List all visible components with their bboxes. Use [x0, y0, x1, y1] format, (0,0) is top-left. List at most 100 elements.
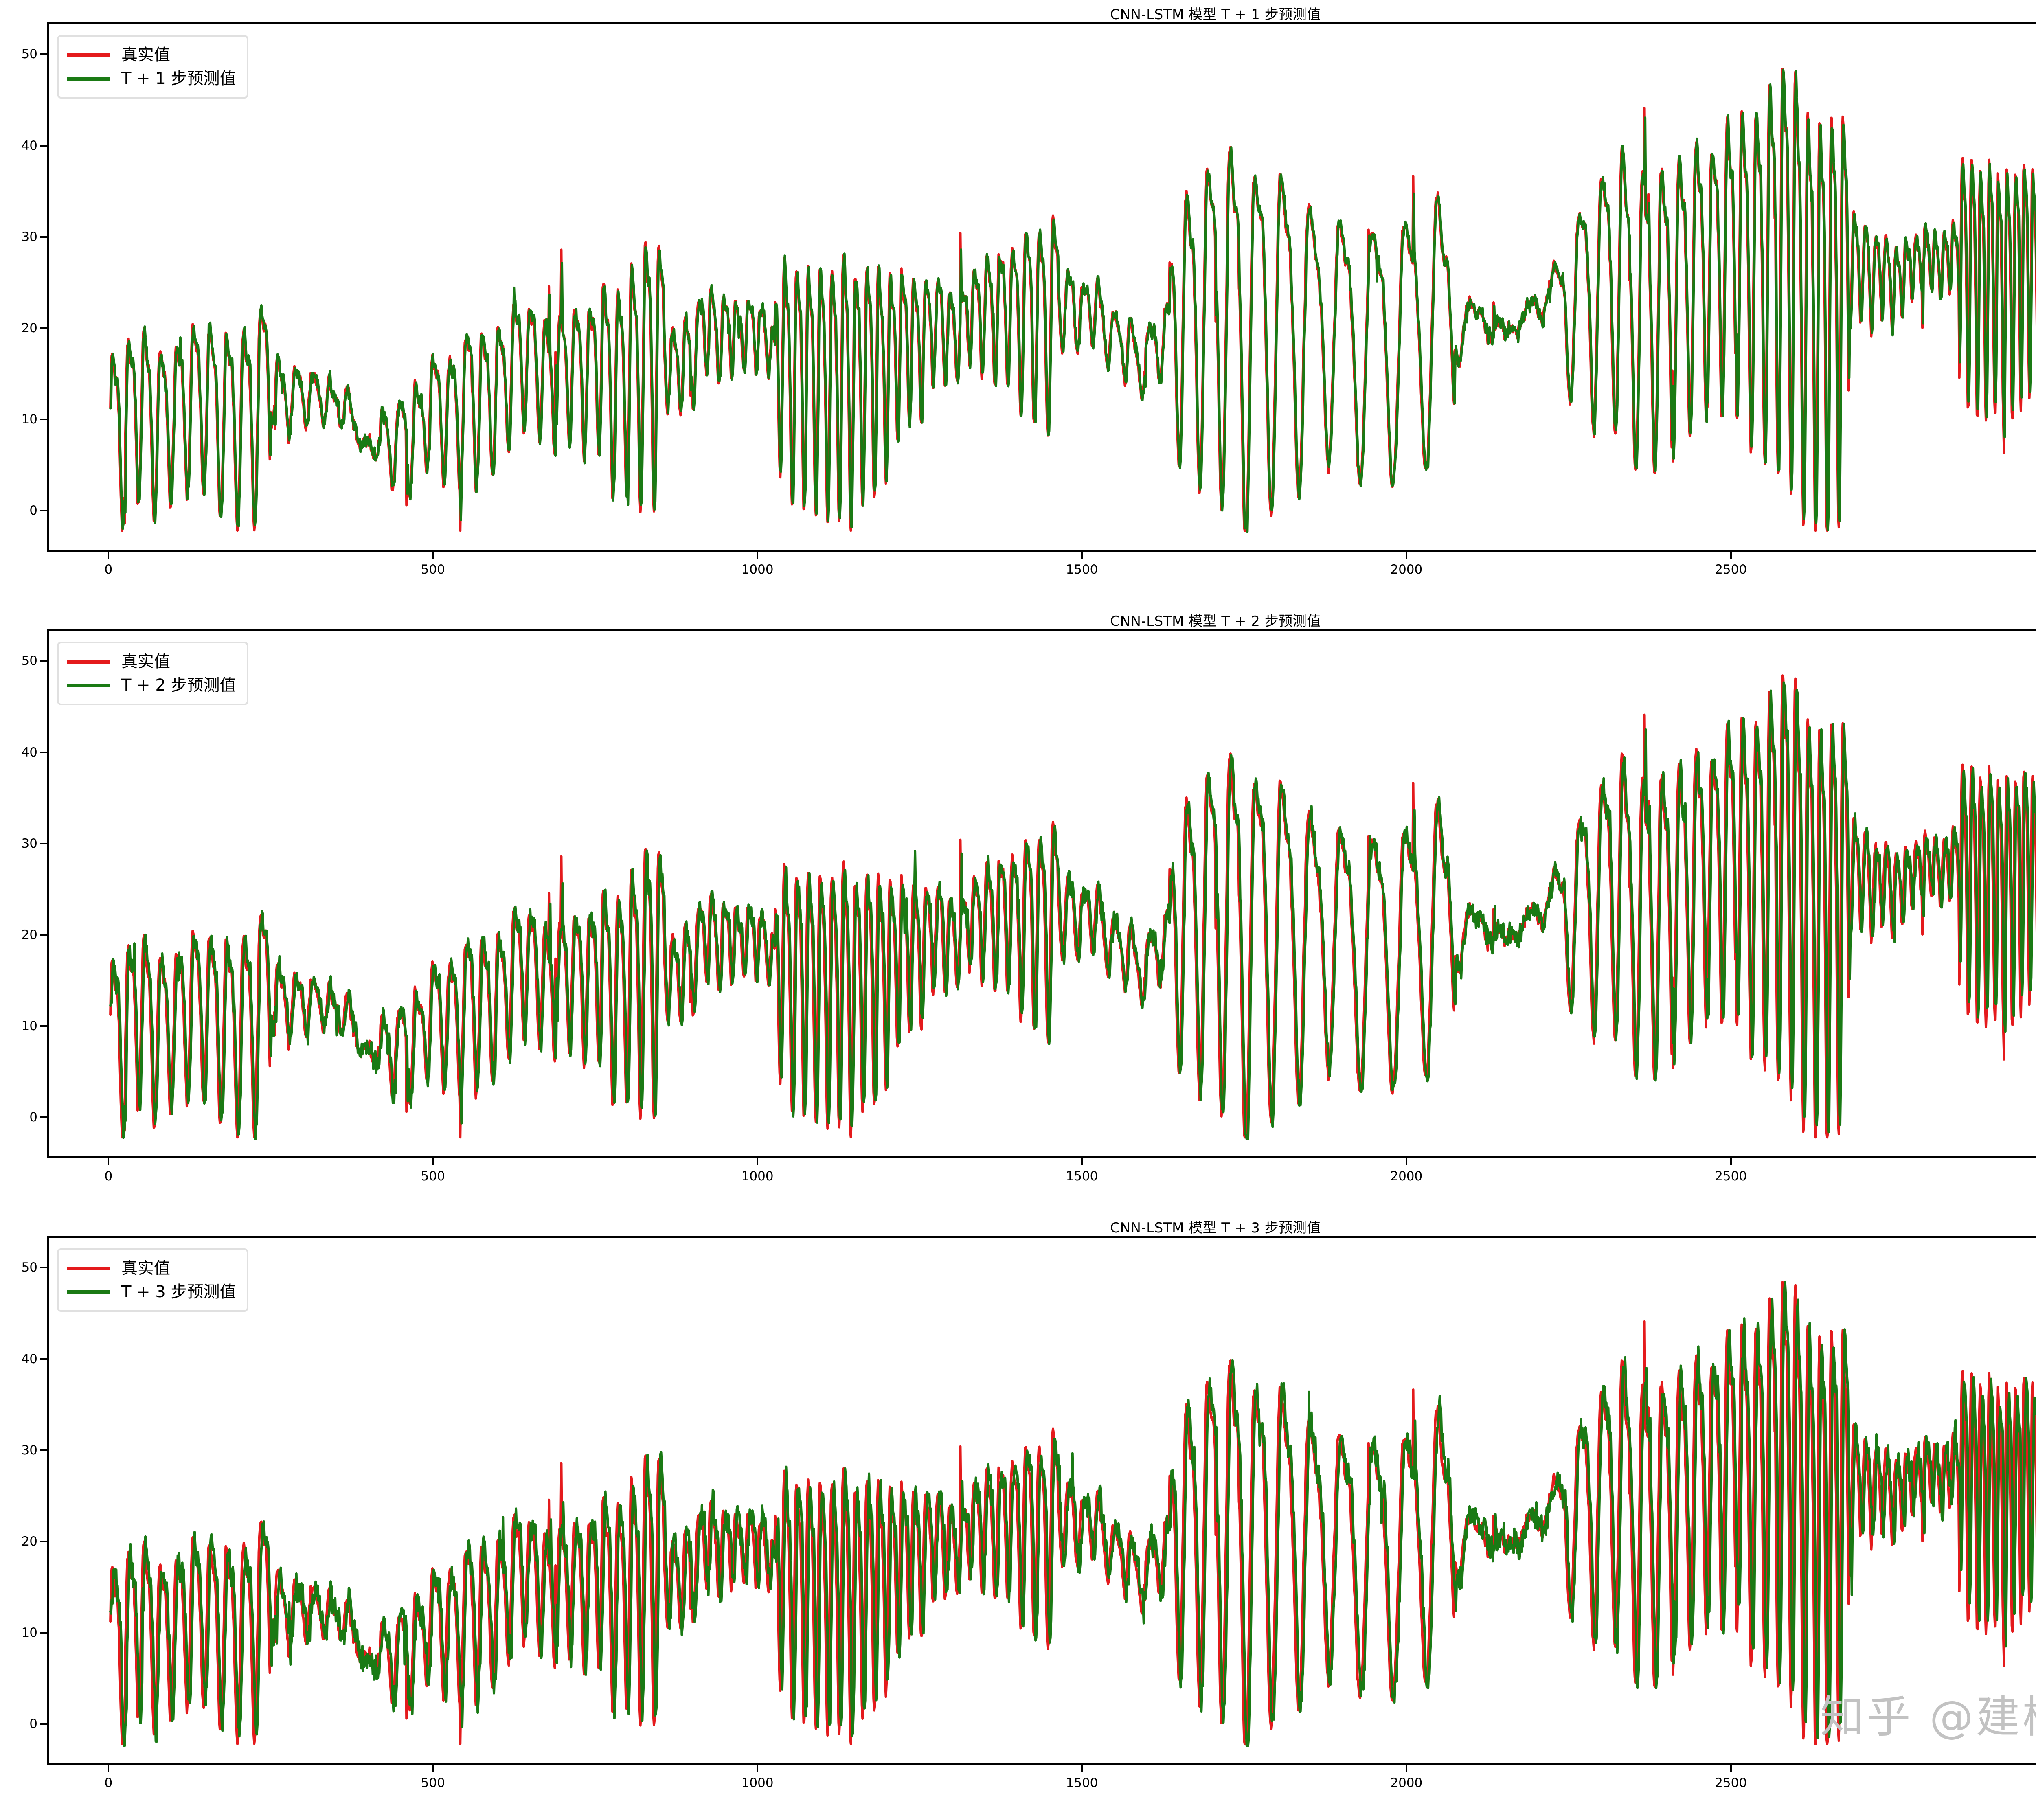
legend-3: 真实值 T + 3 步预测值	[57, 1248, 248, 1312]
panel-t-plus-2: CNN-LSTM 模型 T + 2 步预测值 真实值 T + 2 步预测值 0 1…	[0, 607, 2036, 1213]
x-tick-label: 1500	[1066, 1169, 1098, 1184]
x-tick-label: 500	[421, 562, 445, 577]
legend-item-predicted: T + 1 步预测值	[67, 67, 236, 90]
y-tick-mark	[40, 842, 47, 844]
legend-item-actual: 真实值	[67, 1256, 236, 1280]
y-tick-label: 30	[21, 229, 37, 244]
legend-item-actual: 真实值	[67, 43, 236, 67]
y-tick-mark	[40, 1358, 47, 1360]
legend-swatch-predicted	[67, 1290, 110, 1294]
x-tick-mark	[432, 1158, 434, 1165]
legend-item-actual: 真实值	[67, 650, 236, 673]
y-tick-mark	[40, 1723, 47, 1725]
line-predicted	[109, 68, 2036, 533]
legend-1: 真实值 T + 1 步预测值	[57, 35, 248, 99]
panel-t-plus-3: CNN-LSTM 模型 T + 3 步预测值 真实值 T + 3 步预测值 0 1…	[0, 1213, 2036, 1820]
x-tick-label: 0	[104, 1776, 113, 1790]
x-tick-mark	[432, 1765, 434, 1772]
y-tick-label: 10	[21, 412, 37, 427]
y-tick-label: 40	[21, 138, 37, 153]
x-tick-mark	[108, 552, 110, 559]
x-tick-label: 1000	[741, 562, 774, 577]
y-tick-label: 50	[21, 47, 37, 62]
x-tick-mark	[1405, 552, 1407, 559]
y-tick-mark	[40, 934, 47, 936]
line-predicted	[109, 1281, 2036, 1747]
x-tick-label: 1500	[1066, 1776, 1098, 1790]
y-tick-label: 20	[21, 927, 37, 942]
panel-title-3: CNN-LSTM 模型 T + 3 步预测值	[1110, 1220, 1321, 1236]
series-canvas-2	[109, 674, 2036, 1140]
line-predicted	[109, 681, 2036, 1140]
x-tick-mark	[1081, 1158, 1083, 1165]
y-tick-mark	[40, 1632, 47, 1634]
legend-label-actual: 真实值	[121, 652, 170, 671]
y-tick-label: 30	[21, 1443, 37, 1458]
y-tick-mark	[40, 236, 47, 238]
x-tick-mark	[1081, 552, 1083, 559]
y-tick-mark	[40, 419, 47, 420]
plot-area-3	[47, 1236, 2036, 1765]
x-tick-label: 500	[421, 1169, 445, 1184]
y-tick-label: 40	[21, 1351, 37, 1366]
legend-2: 真实值 T + 2 步预测值	[57, 642, 248, 705]
x-tick-mark	[757, 1158, 759, 1165]
legend-swatch-actual	[67, 53, 110, 57]
x-tick-mark	[1730, 552, 1732, 559]
x-tick-mark	[108, 1158, 110, 1165]
y-tick-mark	[40, 751, 47, 753]
x-tick-mark	[1405, 1158, 1407, 1165]
x-tick-mark	[108, 1765, 110, 1772]
x-tick-mark	[757, 1765, 759, 1772]
x-tick-mark	[1405, 1765, 1407, 1772]
legend-swatch-actual	[67, 660, 110, 664]
y-tick-label: 40	[21, 745, 37, 760]
plot-area-1	[47, 22, 2036, 552]
x-tick-label: 1000	[741, 1776, 774, 1790]
x-tick-mark	[1730, 1765, 1732, 1772]
legend-swatch-predicted	[67, 77, 110, 81]
legend-label-predicted: T + 3 步预测值	[121, 1283, 236, 1301]
watermark: 知乎 @建模先锋	[1820, 1692, 2036, 1743]
x-tick-mark	[757, 552, 759, 559]
x-tick-mark	[1730, 1158, 1732, 1165]
x-tick-label: 2500	[1715, 1776, 1747, 1790]
panel-t-plus-1: CNN-LSTM 模型 T + 1 步预测值 真实值 T + 1 步预测值 0 1…	[0, 0, 2036, 607]
y-tick-label: 20	[21, 1534, 37, 1549]
legend-item-predicted: T + 3 步预测值	[67, 1280, 236, 1304]
y-tick-mark	[40, 1267, 47, 1269]
legend-label-predicted: T + 2 步预测值	[121, 676, 236, 695]
y-tick-label: 30	[21, 836, 37, 851]
x-tick-label: 2000	[1390, 1169, 1423, 1184]
x-tick-label: 2000	[1390, 562, 1423, 577]
legend-item-predicted: T + 2 步预测值	[67, 673, 236, 697]
x-tick-label: 1000	[741, 1169, 774, 1184]
y-tick-label: 50	[21, 1260, 37, 1275]
x-tick-label: 2500	[1715, 1169, 1747, 1184]
y-tick-mark	[40, 1449, 47, 1451]
y-tick-mark	[40, 1025, 47, 1027]
legend-label-actual: 真实值	[121, 1259, 170, 1278]
series-canvas-1	[109, 68, 2036, 533]
legend-swatch-predicted	[67, 683, 110, 687]
plot-area-2	[47, 629, 2036, 1158]
y-tick-mark	[40, 660, 47, 662]
legend-label-predicted: T + 1 步预测值	[121, 69, 236, 88]
x-tick-label: 2000	[1390, 1776, 1423, 1790]
y-tick-mark	[40, 510, 47, 512]
legend-label-actual: 真实值	[121, 46, 170, 64]
y-tick-label: 0	[29, 1110, 37, 1125]
panel-title-1: CNN-LSTM 模型 T + 1 步预测值	[1110, 7, 1321, 23]
y-tick-label: 20	[21, 320, 37, 335]
y-tick-label: 10	[21, 1019, 37, 1033]
y-tick-label: 0	[29, 1717, 37, 1732]
y-tick-mark	[40, 327, 47, 329]
x-tick-label: 0	[104, 1169, 113, 1184]
x-tick-label: 0	[104, 562, 113, 577]
panel-title-2: CNN-LSTM 模型 T + 2 步预测值	[1110, 613, 1321, 629]
x-tick-label: 2500	[1715, 562, 1747, 577]
y-tick-mark	[40, 53, 47, 55]
y-tick-label: 50	[21, 653, 37, 669]
y-tick-mark	[40, 145, 47, 147]
